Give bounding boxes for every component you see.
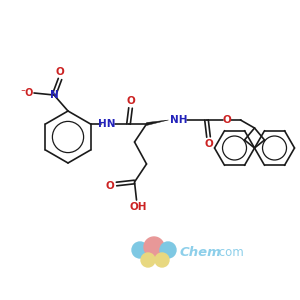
Text: ⁻O: ⁻O (20, 88, 34, 98)
Text: .com: .com (216, 245, 245, 259)
Circle shape (144, 237, 164, 257)
Circle shape (132, 242, 148, 258)
Text: O: O (204, 139, 213, 149)
Text: O: O (222, 115, 231, 125)
Text: O: O (105, 181, 114, 191)
Text: O: O (56, 67, 64, 77)
Text: OH: OH (130, 202, 147, 212)
Circle shape (160, 242, 176, 258)
Text: N: N (50, 90, 58, 100)
Circle shape (155, 253, 169, 267)
Text: HN: HN (98, 119, 115, 129)
Polygon shape (146, 120, 169, 125)
Text: O: O (126, 96, 135, 106)
Text: Chem: Chem (180, 245, 222, 259)
Circle shape (141, 253, 155, 267)
Text: NH: NH (170, 115, 187, 125)
